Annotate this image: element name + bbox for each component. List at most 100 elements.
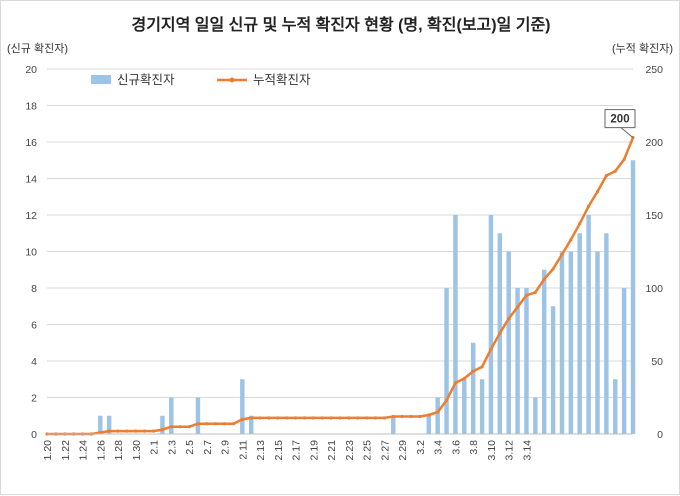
line-point (409, 414, 413, 419)
line-point (320, 416, 324, 420)
bar (559, 251, 565, 434)
x-axis-tick-label: 3.10 (486, 440, 498, 461)
bar-series (98, 160, 636, 434)
bar (568, 251, 574, 434)
bar (595, 251, 600, 434)
line-point (462, 376, 466, 381)
x-axis-tick-label: 1.24 (78, 440, 90, 461)
right-axis-tick-label: 100 (645, 283, 663, 295)
line-point (569, 238, 573, 242)
line-point (125, 429, 129, 433)
line-point (373, 416, 378, 420)
left-axis-tick-label: 6 (31, 320, 37, 332)
right-axis-tick-label: 150 (645, 210, 663, 222)
bar (506, 251, 511, 434)
bar (488, 215, 494, 434)
legend: 신규확진자 누적확진자 (91, 73, 311, 87)
legend-label-new-cases: 신규확진자 (117, 73, 175, 87)
line-point (622, 157, 626, 162)
bar (98, 415, 103, 434)
line-point (453, 381, 458, 385)
bar (160, 415, 165, 434)
callout-label: 200 (610, 114, 629, 126)
line-point (524, 293, 529, 297)
x-axis-tick-label: 2.5 (184, 440, 196, 455)
line-point (116, 429, 120, 433)
x-axis-tick-label: 2.23 (344, 440, 356, 461)
x-axis-tick-label: 2.27 (379, 440, 391, 461)
right-axis-tick-label: 50 (651, 356, 663, 368)
line-point (356, 416, 360, 420)
line-point (391, 414, 395, 419)
x-axis-tick-label: 1.26 (95, 440, 107, 461)
x-axis-tick-label: 2.11 (237, 440, 249, 460)
x-axis-tick-label: 1.30 (131, 440, 143, 461)
bar (462, 379, 467, 434)
bar (586, 215, 591, 434)
legend-marker-cumulative (229, 77, 235, 83)
bar (515, 288, 520, 434)
line-point (427, 413, 431, 417)
bar (630, 160, 636, 434)
line-point (418, 414, 422, 419)
left-axis-tick-label: 8 (31, 283, 37, 295)
x-axis-tick-label: 3.2 (415, 440, 427, 455)
left-axis-tick-label: 14 (25, 174, 37, 186)
bar (533, 397, 538, 434)
line-point (365, 416, 369, 420)
line-point (587, 204, 591, 208)
bar (240, 379, 245, 434)
bar (470, 342, 476, 434)
line-point (311, 416, 315, 420)
line-point (107, 429, 111, 433)
line-point (98, 430, 102, 435)
x-axis-tick-label: 1.20 (42, 440, 54, 461)
line-point (444, 398, 449, 403)
line-point (285, 416, 289, 420)
line-point (196, 422, 200, 426)
line-point (560, 252, 564, 257)
x-axis-tick-label: 2.25 (362, 440, 374, 461)
line-point (515, 305, 520, 309)
line-point (169, 425, 173, 429)
x-axis-tick-label: 2.19 (308, 440, 320, 461)
line-point (258, 416, 262, 420)
left-axis-tick-label: 0 (31, 429, 37, 441)
bar (444, 288, 449, 434)
line-point (222, 422, 227, 426)
line-point (498, 331, 502, 335)
callout-leader (620, 127, 634, 139)
x-axis-tick-label: 2.29 (397, 440, 409, 461)
line-point (302, 416, 307, 420)
line-point (604, 173, 608, 178)
bar (391, 415, 396, 434)
line-point (347, 416, 351, 420)
line-point (178, 425, 182, 429)
line-point (471, 369, 475, 373)
x-axis-tick-label: 2.21 (326, 440, 338, 461)
line-point (400, 414, 404, 419)
line-point (613, 169, 617, 173)
bar (524, 288, 529, 434)
legend-label-cumulative: 누적확진자 (253, 73, 311, 87)
callout-box (604, 109, 636, 129)
bar (577, 233, 582, 434)
line-series (45, 136, 635, 436)
line-point (533, 290, 537, 294)
x-axis-tick-label: 3.14 (521, 440, 533, 461)
bar (195, 397, 201, 434)
bar (169, 397, 174, 434)
right-axis-unit-label: (누적 확진자) (612, 42, 673, 55)
left-axis-tick-label: 2 (31, 393, 37, 405)
gridlines (47, 68, 633, 435)
x-axis-tick-label: 2.15 (273, 440, 285, 461)
right-axis-tick-label: 200 (645, 137, 663, 149)
bar (248, 415, 254, 434)
line-point (542, 277, 546, 281)
x-axis-tick-label: 3.8 (468, 440, 480, 455)
x-axis-tick-label: 2.9 (220, 440, 232, 455)
line-point (382, 416, 386, 420)
